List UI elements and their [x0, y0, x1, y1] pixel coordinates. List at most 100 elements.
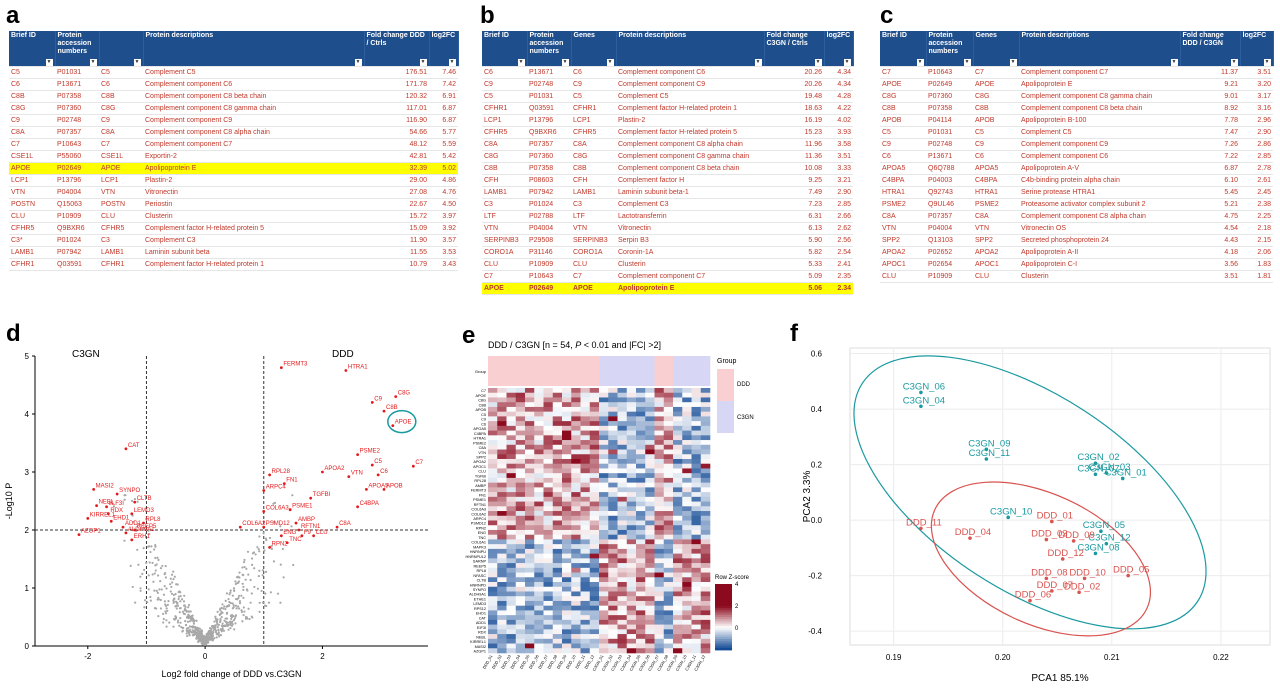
background-point — [232, 606, 235, 609]
table-cell: 1.83 — [1240, 258, 1273, 271]
heatmap-cell — [673, 406, 683, 412]
heatmap-cell — [580, 454, 591, 460]
filter-cell[interactable]: ▼ — [824, 57, 854, 67]
filter-cell[interactable]: ▼ — [527, 57, 572, 67]
filter-dropdown-icon[interactable]: ▼ — [448, 58, 456, 66]
heatmap-cell — [700, 477, 711, 483]
background-point — [166, 609, 169, 612]
filter-dropdown-icon[interactable]: ▼ — [45, 58, 53, 66]
heatmap-row-label: SARNP — [473, 560, 487, 564]
filter-dropdown-icon[interactable]: ▼ — [561, 58, 569, 66]
filter-cell[interactable]: ▼ — [1240, 57, 1274, 67]
table-cell: CFH — [482, 174, 527, 187]
filter-cell[interactable]: ▼ — [364, 57, 430, 67]
filter-cell[interactable]: ▼ — [973, 57, 1020, 67]
heatmap-cell — [673, 506, 683, 512]
filter-cell[interactable]: ▼ — [764, 57, 825, 67]
heatmap-cell — [589, 624, 600, 630]
group-cell — [636, 356, 646, 386]
background-point — [179, 591, 182, 594]
background-point — [174, 593, 177, 596]
heatmap-cell — [515, 449, 526, 455]
filter-dropdown-icon[interactable]: ▼ — [419, 58, 427, 66]
group-cell — [534, 356, 544, 386]
background-point — [159, 580, 162, 583]
heatmap-cell — [617, 534, 628, 540]
heatmap-row-label: MAPK3 — [473, 545, 486, 549]
heatmap-cell — [645, 388, 655, 394]
heatmap-cell — [580, 449, 591, 455]
heatmap-cell — [589, 544, 600, 550]
filter-dropdown-icon[interactable]: ▼ — [963, 58, 971, 66]
background-point — [191, 634, 194, 637]
heatmap-cell — [571, 473, 581, 479]
filter-cell[interactable]: ▼ — [1180, 57, 1241, 67]
background-point — [258, 569, 261, 572]
heatmap-cell — [691, 388, 702, 394]
filter-dropdown-icon[interactable]: ▼ — [89, 58, 97, 66]
heatmap-cell — [636, 468, 646, 474]
filter-dropdown-icon[interactable]: ▼ — [133, 58, 141, 66]
heatmap-cell — [506, 624, 517, 630]
filter-cell[interactable]: ▼ — [55, 57, 100, 67]
heatmap-cell — [654, 416, 665, 422]
filter-cell[interactable]: ▼ — [880, 57, 927, 67]
heatmap-cell — [654, 440, 665, 446]
heatmap-cell — [580, 402, 591, 408]
filter-dropdown-icon[interactable]: ▼ — [606, 58, 614, 66]
heatmap-cell — [543, 406, 554, 412]
heatmap-cell — [497, 515, 507, 521]
heatmap-cell — [663, 444, 674, 450]
heatmap-cell — [515, 558, 526, 564]
heatmap-cell — [663, 511, 674, 517]
background-point — [112, 505, 116, 508]
table-row: VTN P04004 VTN Vitronectin 6.13 2.62 — [482, 222, 853, 235]
filter-cell[interactable]: ▼ — [616, 57, 765, 67]
filter-dropdown-icon[interactable]: ▼ — [517, 58, 525, 66]
volcano-point — [370, 463, 374, 467]
filter-cell[interactable]: ▼ — [99, 57, 144, 67]
heatmap-cell — [525, 454, 535, 460]
filter-dropdown-icon[interactable]: ▼ — [1263, 58, 1271, 66]
heatmap-cell — [682, 406, 692, 412]
heatmap-cell — [580, 558, 591, 564]
filter-cell[interactable]: ▼ — [482, 57, 528, 67]
filter-dropdown-icon[interactable]: ▼ — [1009, 58, 1017, 66]
heatmap-cell — [488, 463, 498, 469]
filter-dropdown-icon[interactable]: ▼ — [843, 58, 851, 66]
heatmap-cell — [626, 520, 637, 526]
panel-letter-b: b — [480, 2, 495, 29]
filter-cell[interactable]: ▼ — [9, 57, 56, 67]
filter-dropdown-icon[interactable]: ▼ — [1230, 58, 1238, 66]
group-legend-swatch — [717, 369, 734, 401]
filter-cell[interactable]: ▼ — [429, 57, 459, 67]
heatmap-cell — [645, 487, 655, 493]
table-cell: APOA5 — [973, 162, 1019, 175]
filter-dropdown-icon[interactable]: ▼ — [754, 58, 762, 66]
filter-cell[interactable]: ▼ — [926, 57, 974, 67]
background-point — [254, 553, 257, 556]
table-cell: C9 — [482, 78, 527, 91]
table-cell: 2.90 — [824, 186, 853, 199]
colorbar-segment — [715, 586, 732, 589]
heatmap-cell — [645, 463, 655, 469]
heatmap-cell — [534, 529, 544, 535]
filter-cell[interactable]: ▼ — [143, 57, 365, 67]
heatmap-cell — [515, 468, 526, 474]
filter-dropdown-icon[interactable]: ▼ — [1170, 58, 1178, 66]
heatmap-cell — [645, 619, 655, 625]
heatmap-cell — [488, 648, 498, 654]
filter-dropdown-icon[interactable]: ▼ — [916, 58, 924, 66]
background-point — [183, 612, 186, 616]
filter-dropdown-icon[interactable]: ▼ — [354, 58, 362, 66]
filter-cell[interactable]: ▼ — [571, 57, 617, 67]
filter-cell[interactable]: ▼ — [1019, 57, 1181, 67]
filter-dropdown-icon[interactable]: ▼ — [814, 58, 822, 66]
volcano-point-label: EHD1 — [113, 515, 130, 521]
background-point — [177, 591, 180, 594]
heatmap-cell — [571, 648, 581, 654]
heatmap-cell — [562, 586, 572, 592]
background-point — [142, 546, 145, 550]
background-point — [222, 629, 226, 632]
table-cell: P02748 — [527, 78, 571, 91]
